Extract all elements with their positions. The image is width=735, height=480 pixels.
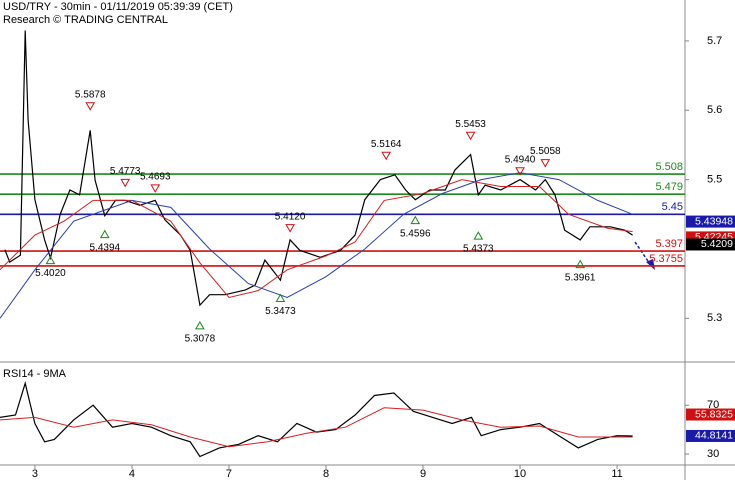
rsi-title: RSI14 - 9MA xyxy=(3,368,67,380)
price-tag-label: 5.43948 xyxy=(695,215,733,227)
price-tag xyxy=(686,215,735,228)
annotation-marker xyxy=(381,151,392,161)
y-tick-label: 30 xyxy=(707,448,719,460)
y-tick-label: 5.7 xyxy=(707,35,722,47)
chart-subtitle: Research © TRADING CENTRAL xyxy=(3,14,168,26)
forecast-arrow xyxy=(634,241,651,265)
price-tag xyxy=(686,408,735,421)
x-tick-label: 4 xyxy=(129,468,135,480)
annotation-marker xyxy=(150,184,161,193)
level-label: 5.3755 xyxy=(649,253,683,265)
annotation-label: 5.4373 xyxy=(463,244,494,255)
annotation-label: 5.3078 xyxy=(185,334,216,345)
annotation-label: 5.4596 xyxy=(400,228,431,239)
series-line xyxy=(0,179,633,299)
series-line xyxy=(0,172,633,319)
annotation-marker xyxy=(575,259,586,269)
price-tag-label: 5.4209 xyxy=(701,238,733,250)
forecast-arrowhead xyxy=(646,259,655,270)
annotation-marker xyxy=(99,229,110,239)
annotation-label: 5.4693 xyxy=(140,172,171,183)
annotation-marker xyxy=(465,131,476,141)
annotation-label: 5.5058 xyxy=(530,146,561,157)
annotation-marker xyxy=(410,215,421,225)
series-line xyxy=(0,381,633,458)
annotation-marker xyxy=(275,293,286,303)
annotation-label: 5.5878 xyxy=(75,89,106,100)
level-label: 5.479 xyxy=(655,181,683,193)
annotation-marker xyxy=(285,224,295,233)
level-label: 5.45 xyxy=(662,201,683,213)
annotation-marker xyxy=(120,178,131,188)
annotation-label: 5.3961 xyxy=(565,272,596,283)
y-tick-label: 70 xyxy=(707,399,719,411)
series-line xyxy=(4,30,633,307)
annotation-marker xyxy=(515,167,525,176)
y-tick-label: 5.6 xyxy=(707,104,722,116)
annotation-label: 5.5164 xyxy=(371,139,402,150)
annotation-label: 5.4394 xyxy=(89,242,120,253)
annotation-label: 5.4940 xyxy=(505,154,536,165)
annotation-marker xyxy=(473,231,484,240)
y-tick-label: 5.5 xyxy=(707,174,722,186)
annotation-label: 5.4120 xyxy=(275,211,306,222)
y-tick-label: 5.3 xyxy=(707,312,722,324)
annotation-marker xyxy=(540,159,551,168)
annotation-marker xyxy=(195,320,205,330)
x-tick-label: 9 xyxy=(420,468,426,480)
annotation-label: 5.5453 xyxy=(455,119,486,130)
price-tag-label: 44.8141 xyxy=(695,430,733,442)
annotation-marker xyxy=(85,102,96,111)
level-label: 5.508 xyxy=(655,161,683,173)
annotation-label: 5.4020 xyxy=(35,268,66,279)
x-tick-label: 11 xyxy=(611,468,622,480)
x-tick-label: 8 xyxy=(323,468,329,480)
series-line xyxy=(0,407,633,448)
price-tag-label: 55.8325 xyxy=(695,408,733,420)
chart-title: USD/TRY - 30min - 01/11/2019 05:39:39 (C… xyxy=(3,1,233,13)
annotation-label: 5.4773 xyxy=(110,166,141,177)
x-tick-label: 10 xyxy=(514,468,526,480)
annotation-marker xyxy=(45,255,56,265)
annotation-label: 5.3473 xyxy=(265,306,296,317)
level-label: 5.397 xyxy=(655,238,683,250)
price-tag xyxy=(686,238,735,251)
x-tick-label: 7 xyxy=(226,468,232,480)
x-tick-label: 3 xyxy=(32,468,38,480)
price-tag xyxy=(686,429,735,442)
